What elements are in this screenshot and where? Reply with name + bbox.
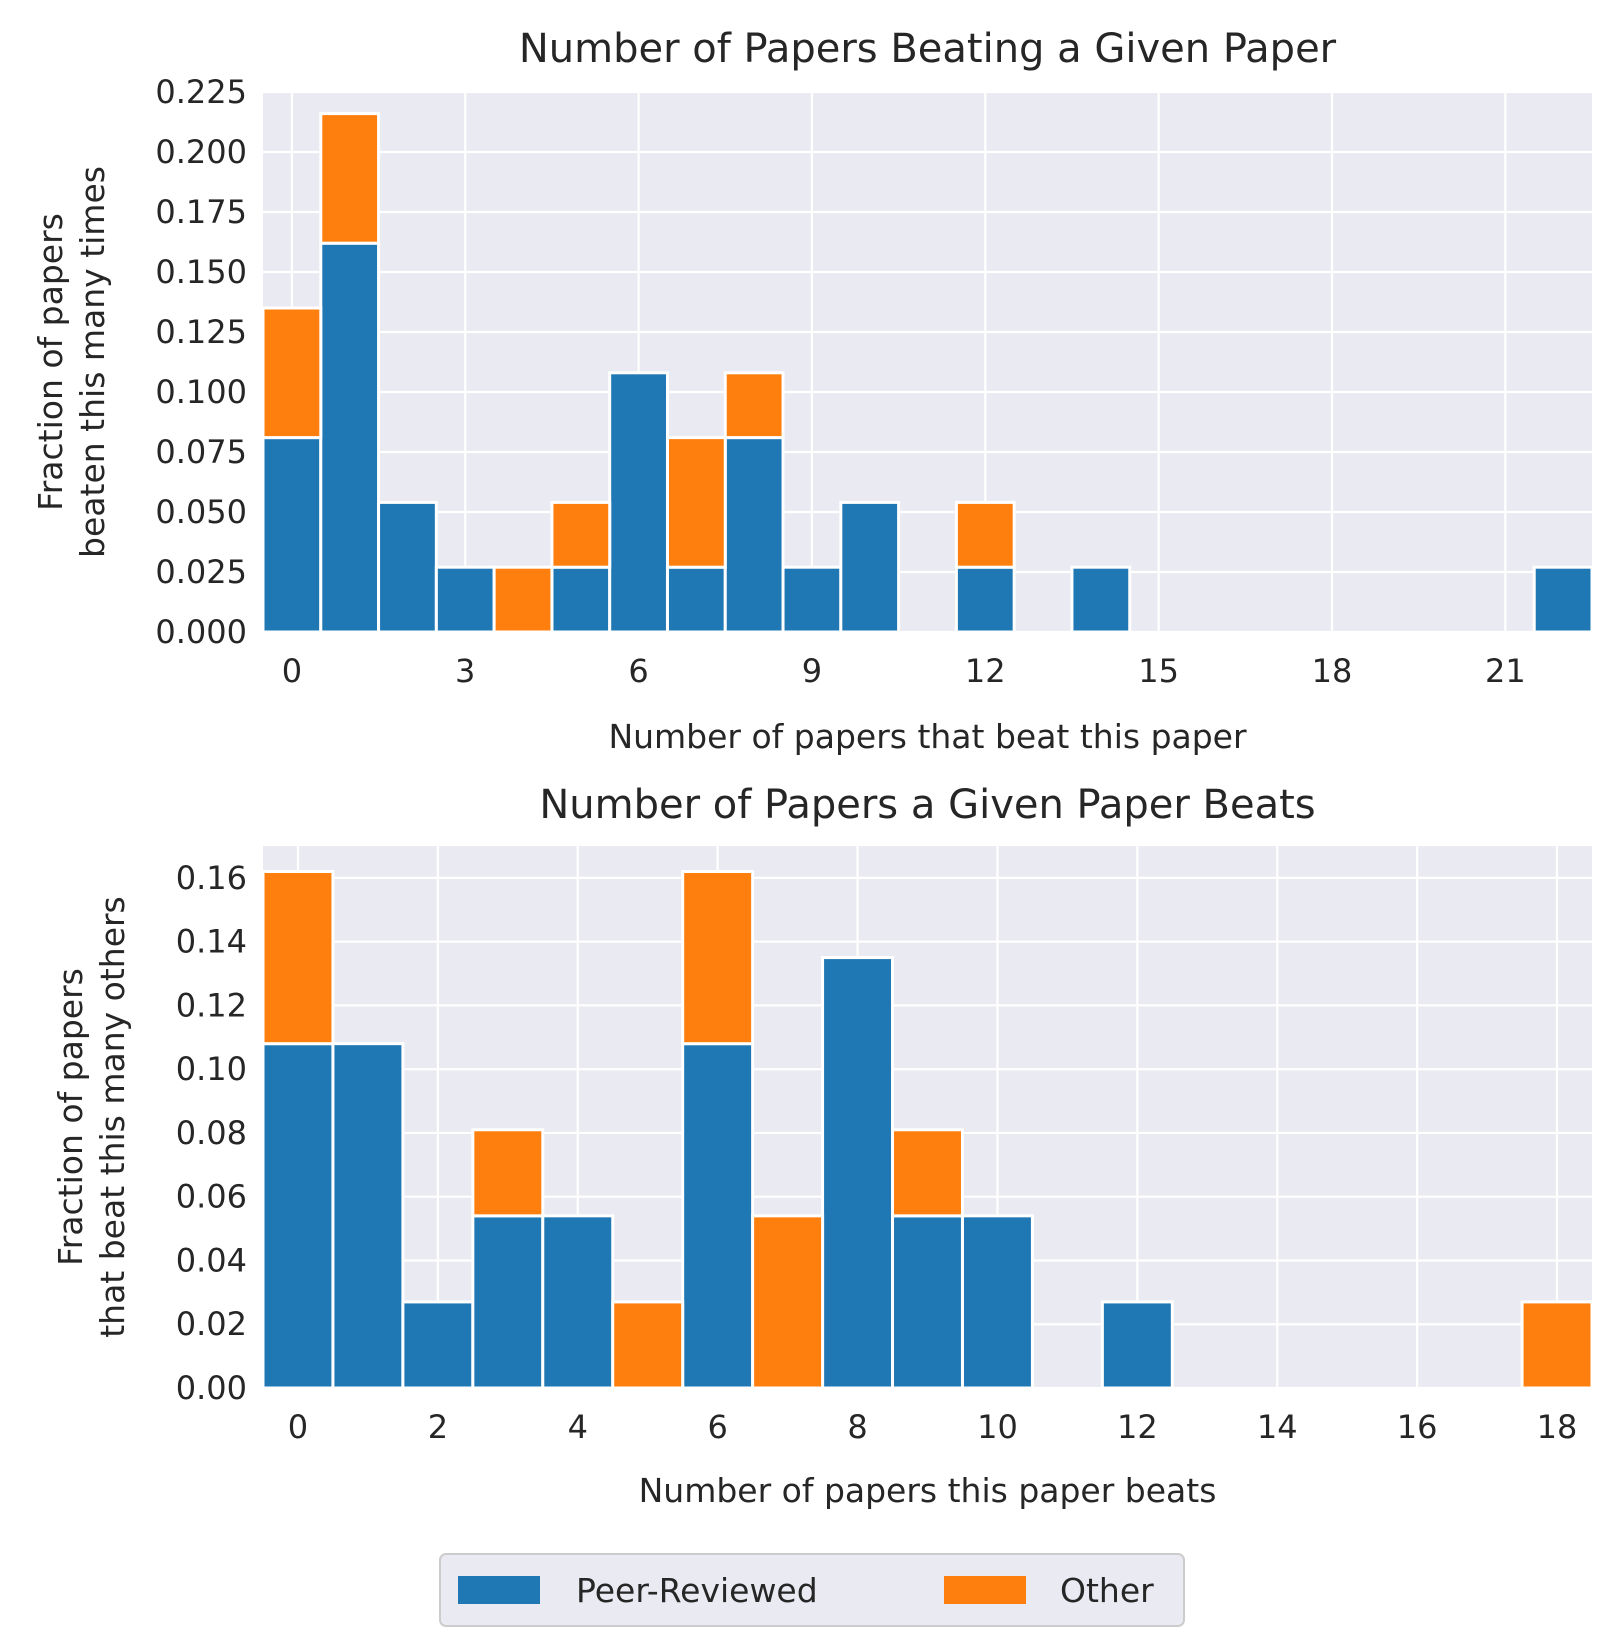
x-tick-label: 21: [1485, 652, 1526, 690]
y-tick-label: 0.14: [176, 923, 247, 961]
bar-peer-reviewed: [401, 1300, 475, 1390]
bar-peer-reviewed: [954, 565, 1016, 634]
bar-peer-reviewed: [821, 956, 895, 1390]
bar-peer-reviewed: [471, 1214, 545, 1390]
y-tick-label: 0.06: [176, 1178, 247, 1216]
y-tick-label: 0.075: [155, 433, 247, 471]
bar-peer-reviewed: [665, 565, 727, 634]
bar-peer-reviewed: [550, 565, 612, 634]
bar-peer-reviewed: [319, 241, 381, 634]
bar-peer-reviewed: [331, 1042, 405, 1390]
y-tick-label: 0.12: [176, 986, 247, 1024]
bar-peer-reviewed: [839, 500, 901, 634]
y-tick-label: 0.100: [155, 373, 247, 411]
y-tick-label: 0.16: [176, 859, 247, 897]
x-tick-label: 18: [1312, 652, 1353, 690]
y-tick-label: 0.175: [155, 193, 247, 231]
bar-peer-reviewed: [377, 500, 438, 634]
bar-peer-reviewed: [261, 1042, 335, 1390]
y-tick-label: 0.150: [155, 253, 247, 291]
bar-other: [261, 306, 323, 440]
bar-other: [319, 112, 381, 245]
y-axis-label: beaten this many times: [73, 166, 112, 558]
bar-peer-reviewed: [1532, 565, 1594, 634]
x-tick-label: 18: [1537, 1408, 1578, 1446]
chart-title: Number of Papers Beating a Given Paper: [519, 26, 1337, 72]
y-tick-label: 0.08: [176, 1114, 247, 1152]
chart-beats: 0.00 0.02 0.04 0.06 0.08 0.10 0.12 0.14 0.16 0 2 4 6…: [51, 782, 1594, 1510]
bar-other: [954, 500, 1016, 569]
chart-title: Number of Papers a Given Paper Beats: [539, 782, 1315, 828]
x-axis-label: Number of papers this paper beats: [639, 1471, 1217, 1510]
x-tick-label: 8: [847, 1408, 867, 1446]
x-axis-label: Number of papers that beat this paper: [608, 717, 1247, 756]
y-tick-label: 0.025: [155, 553, 247, 591]
y-tick-label: 0.000: [155, 613, 247, 651]
legend-swatch-other: [944, 1576, 1026, 1604]
x-tick-label: 0: [288, 1408, 308, 1446]
y-tick-label: 0.050: [155, 493, 247, 531]
y-axis-label: Fraction of papers: [51, 968, 90, 1266]
y-tick-label: 0.200: [155, 133, 247, 171]
x-tick-label: 9: [802, 652, 822, 690]
bar-peer-reviewed: [261, 436, 323, 634]
plot-area: [263, 92, 1592, 632]
legend-swatch-peer-reviewed: [458, 1576, 540, 1604]
x-tick-label: 3: [455, 652, 475, 690]
y-tick-label: 0.10: [176, 1050, 247, 1088]
bar-peer-reviewed: [541, 1214, 615, 1390]
bar-other: [492, 565, 554, 634]
bar-peer-reviewed: [960, 1214, 1034, 1390]
y-tick-label: 0.225: [155, 73, 247, 111]
bar-other: [723, 371, 785, 440]
x-tick-label: 15: [1138, 652, 1179, 690]
bar-peer-reviewed: [891, 1214, 964, 1390]
y-tick-label: 0.125: [155, 313, 247, 351]
y-tick-label: 0.00: [176, 1369, 247, 1407]
x-tick-label: 2: [428, 1408, 448, 1446]
x-tick-label: 0: [282, 652, 302, 690]
legend: Peer-Reviewed Other: [439, 1553, 1185, 1627]
y-tick-label: 0.02: [176, 1305, 247, 1343]
x-tick-label: 10: [977, 1408, 1018, 1446]
bar-other: [681, 870, 755, 1046]
y-tick-label: 0.04: [176, 1241, 247, 1279]
x-tick-label: 12: [1117, 1408, 1158, 1446]
bar-other: [1520, 1300, 1594, 1390]
bar-other: [665, 436, 727, 569]
bar-peer-reviewed: [781, 565, 843, 634]
bar-peer-reviewed: [681, 1042, 755, 1390]
x-tick-label: 4: [568, 1408, 588, 1446]
bar-other: [550, 500, 612, 569]
chart-beaten-by: 0.000 0.025 0.050 0.075 0.100 0.125 0.150 0.175…: [31, 26, 1594, 756]
bar-peer-reviewed: [608, 371, 669, 634]
x-tick-label: 6: [707, 1408, 727, 1446]
bar-peer-reviewed: [434, 565, 496, 634]
x-tick-label: 12: [965, 652, 1006, 690]
bar-other: [611, 1300, 685, 1390]
bar-peer-reviewed: [723, 436, 785, 634]
legend-label-peer-reviewed: Peer-Reviewed: [576, 1571, 818, 1610]
x-tick-label: 14: [1257, 1408, 1298, 1446]
x-tick-label: 6: [628, 652, 648, 690]
bar-other: [471, 1128, 545, 1218]
bar-other: [261, 870, 335, 1046]
bar-peer-reviewed: [1100, 1300, 1174, 1390]
legend-box: [439, 1553, 1185, 1627]
bar-other: [891, 1128, 964, 1218]
x-tick-label: 16: [1397, 1408, 1438, 1446]
y-axis-label: that beat this many others: [93, 896, 132, 1338]
legend-label-other: Other: [1060, 1571, 1154, 1610]
bar-peer-reviewed: [1070, 565, 1132, 634]
bar-other: [751, 1214, 825, 1390]
y-axis-label: Fraction of papers: [31, 213, 70, 511]
